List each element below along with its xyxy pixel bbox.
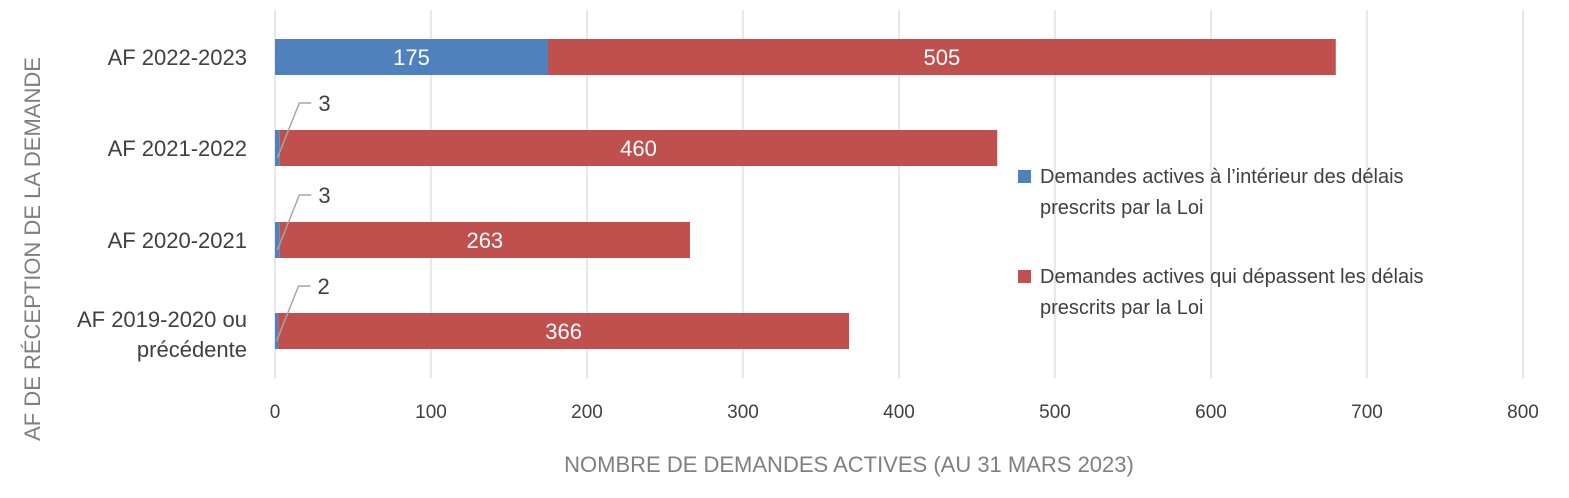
- bar-s1-c1: [279, 130, 998, 166]
- bar-s1-c0: [548, 39, 1336, 75]
- category-label-0: AF 2022-2023: [108, 45, 247, 70]
- x-tick-labels: 0 100 200 300 400 500 600 700 800: [270, 402, 1539, 423]
- x-tick-label-0: 0: [270, 402, 281, 423]
- x-tick-label-300: 300: [727, 402, 759, 423]
- bar-s1-c2: [279, 222, 690, 258]
- leader-line-s0-c1: [276, 102, 312, 159]
- data-label-s1-c2: 263: [466, 228, 503, 253]
- x-tick-label-700: 700: [1351, 402, 1383, 423]
- leader-lines: [275, 102, 312, 342]
- x-tick-label-100: 100: [415, 402, 447, 423]
- x-tick-label-200: 200: [571, 402, 603, 423]
- y-axis-title: AF DE RÉCEPTION DE LA DEMANDE: [20, 57, 45, 441]
- data-label-s0-c2: 3: [318, 183, 330, 208]
- bar-s0-c1: [275, 130, 280, 166]
- data-label-s1-c3: 366: [545, 319, 582, 344]
- category-labels: AF 2022-2023 AF 2021-2022 AF 2020-2021 AF 2…: [77, 45, 247, 362]
- bar-s0-c0: [275, 39, 548, 75]
- x-tick-label-500: 500: [1039, 402, 1071, 423]
- legend-label-0: Demandes actives à l’intérieur des délai…: [1040, 166, 1404, 219]
- x-axis-title: NOMBRE DE DEMANDES ACTIVES (AU 31 MARS 2…: [564, 452, 1134, 477]
- x-tick-label-400: 400: [883, 402, 915, 423]
- bar-s0-c3: [275, 313, 279, 349]
- bar-s0-c2: [275, 222, 280, 258]
- data-label-s0-c3: 2: [318, 274, 330, 299]
- category-label-2: AF 2020-2021: [108, 228, 247, 253]
- bar-s1-c3: [278, 313, 850, 349]
- data-label-s1-c1: 460: [620, 136, 657, 161]
- data-labels: 175 505 3 460 3 263 2 366: [318, 45, 961, 344]
- category-label-3: AF 2019-2020 ou précédente: [77, 307, 247, 362]
- legend-swatch-1: [1018, 270, 1031, 283]
- data-label-s0-c1: 3: [318, 91, 330, 116]
- x-tick-label-600: 600: [1195, 402, 1227, 423]
- data-label-s0-c0: 175: [393, 45, 430, 70]
- data-label-s1-c0: 505: [924, 45, 961, 70]
- legend: Demandes actives à l’intérieur des délai…: [1018, 166, 1424, 319]
- x-tick-label-800: 800: [1507, 402, 1539, 423]
- legend-swatch-0: [1018, 170, 1031, 183]
- leader-line-s0-c2: [276, 194, 312, 251]
- legend-label-1: Demandes actives qui dépassent les délai…: [1040, 266, 1424, 319]
- category-label-1: AF 2021-2022: [108, 136, 247, 161]
- leader-line-s0-c3: [275, 285, 311, 342]
- bars: [275, 39, 1336, 349]
